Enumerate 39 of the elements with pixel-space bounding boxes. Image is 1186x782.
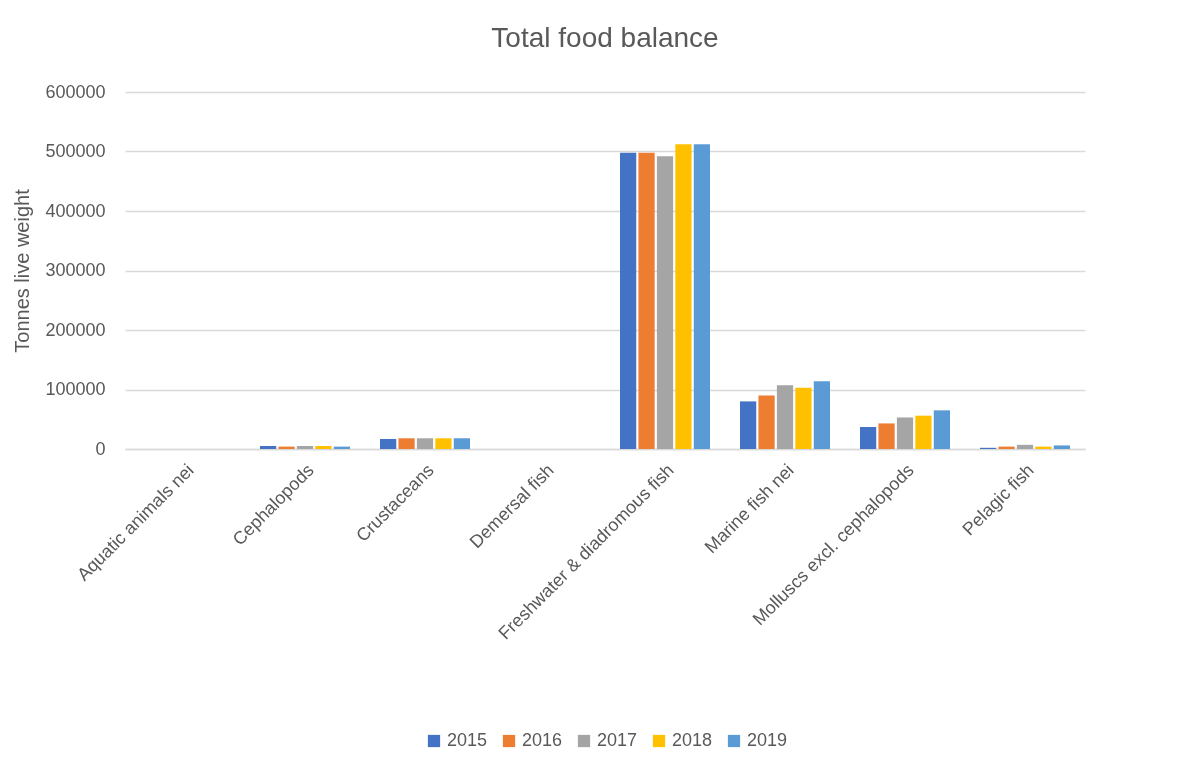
legend-label: 2016	[522, 730, 563, 750]
y-axis-title: Tonnes live weight	[11, 188, 34, 353]
y-tick-label: 200000	[45, 319, 106, 340]
bar	[315, 446, 332, 449]
bar	[675, 144, 692, 449]
bar	[453, 438, 470, 449]
y-tick-label: 600000	[45, 81, 106, 102]
y-tick-label: 400000	[45, 200, 106, 221]
bar	[416, 438, 434, 449]
legend-label: 2019	[747, 730, 788, 750]
bar	[896, 417, 914, 449]
chart-title: Total food balance	[491, 22, 719, 53]
bar	[638, 152, 655, 449]
bar	[260, 446, 277, 449]
bar	[860, 426, 877, 449]
bar	[933, 410, 950, 449]
bar	[398, 438, 415, 449]
y-tick-label: 100000	[45, 379, 106, 399]
bar	[380, 438, 397, 449]
y-tick-label: 0	[95, 438, 106, 459]
bar	[813, 381, 830, 449]
bar	[776, 385, 794, 449]
y-tick-label: 500000	[45, 141, 106, 161]
bar	[795, 387, 812, 449]
bar	[915, 415, 932, 449]
legend-label: 2018	[672, 730, 713, 750]
legend-label: 2015	[447, 730, 488, 750]
bar	[1016, 444, 1034, 449]
bar	[296, 446, 314, 449]
bar	[435, 438, 452, 449]
bar	[740, 401, 757, 449]
bar	[656, 156, 674, 449]
bar	[620, 152, 637, 449]
bar	[758, 395, 775, 449]
legend-label: 2017	[597, 730, 638, 750]
bar	[693, 144, 710, 449]
bar	[878, 423, 895, 449]
y-tick-label: 300000	[45, 260, 106, 280]
bar	[1053, 445, 1070, 449]
